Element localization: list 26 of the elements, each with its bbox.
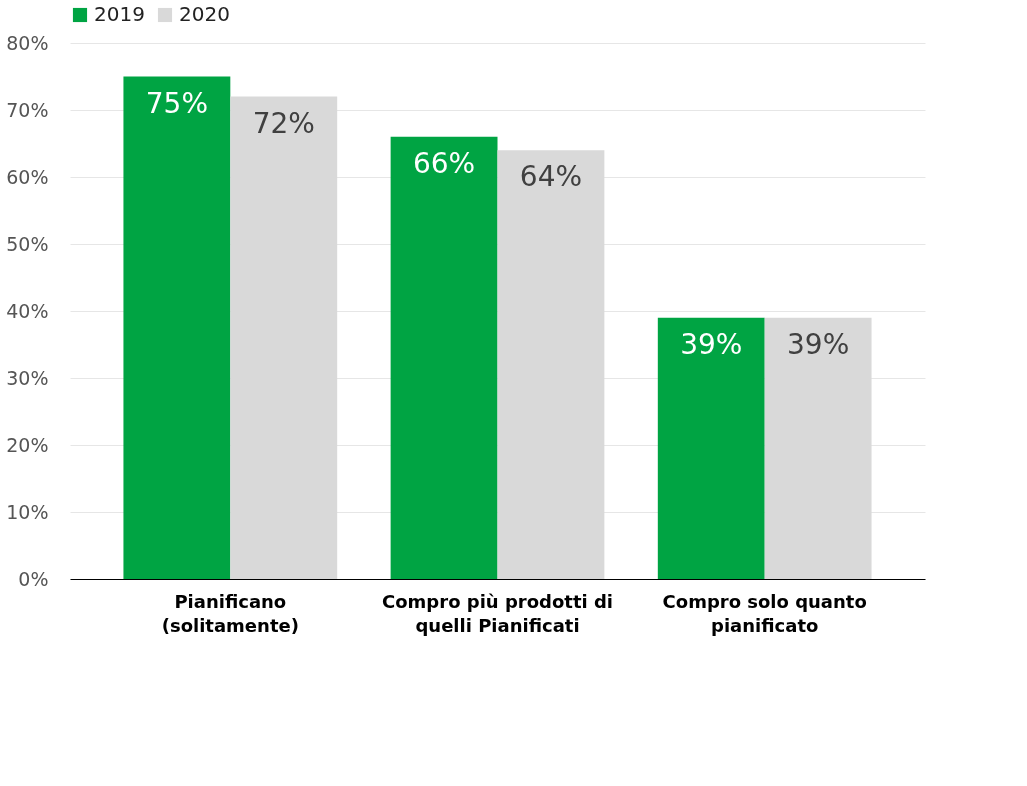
legend-label: 2019	[94, 2, 145, 26]
y-tick-label: 80%	[6, 31, 49, 54]
data-label: 66%	[412, 146, 476, 180]
bar	[123, 76, 231, 579]
x-tick-label: Pianificano (solitamente)	[161, 590, 299, 636]
y-tick-label: 20%	[6, 433, 49, 456]
y-tick-label: 0%	[18, 567, 49, 590]
data-label: 75%	[145, 86, 208, 120]
y-tick-label: 50%	[6, 232, 49, 255]
data-label: 72%	[252, 106, 315, 140]
y-tick-label: 40%	[6, 299, 49, 322]
bar	[657, 317, 765, 579]
data-label: 39%	[787, 327, 850, 361]
legend-label: 2020	[179, 2, 230, 26]
bar	[390, 136, 498, 579]
y-tick-label: 30%	[6, 366, 49, 389]
x-tick-label: Compro solo quanto pianificato	[662, 590, 867, 636]
bar	[764, 317, 872, 579]
data-label: 64%	[519, 160, 583, 194]
bar	[230, 96, 338, 579]
y-tick-label: 60%	[6, 165, 49, 188]
y-tick-label: 10%	[6, 500, 49, 523]
x-tick-label: Compro più prodotti di quelli Pianificati	[382, 590, 613, 636]
bar	[497, 150, 605, 579]
y-tick-label: 70%	[6, 98, 49, 121]
data-label: 39%	[680, 327, 743, 361]
